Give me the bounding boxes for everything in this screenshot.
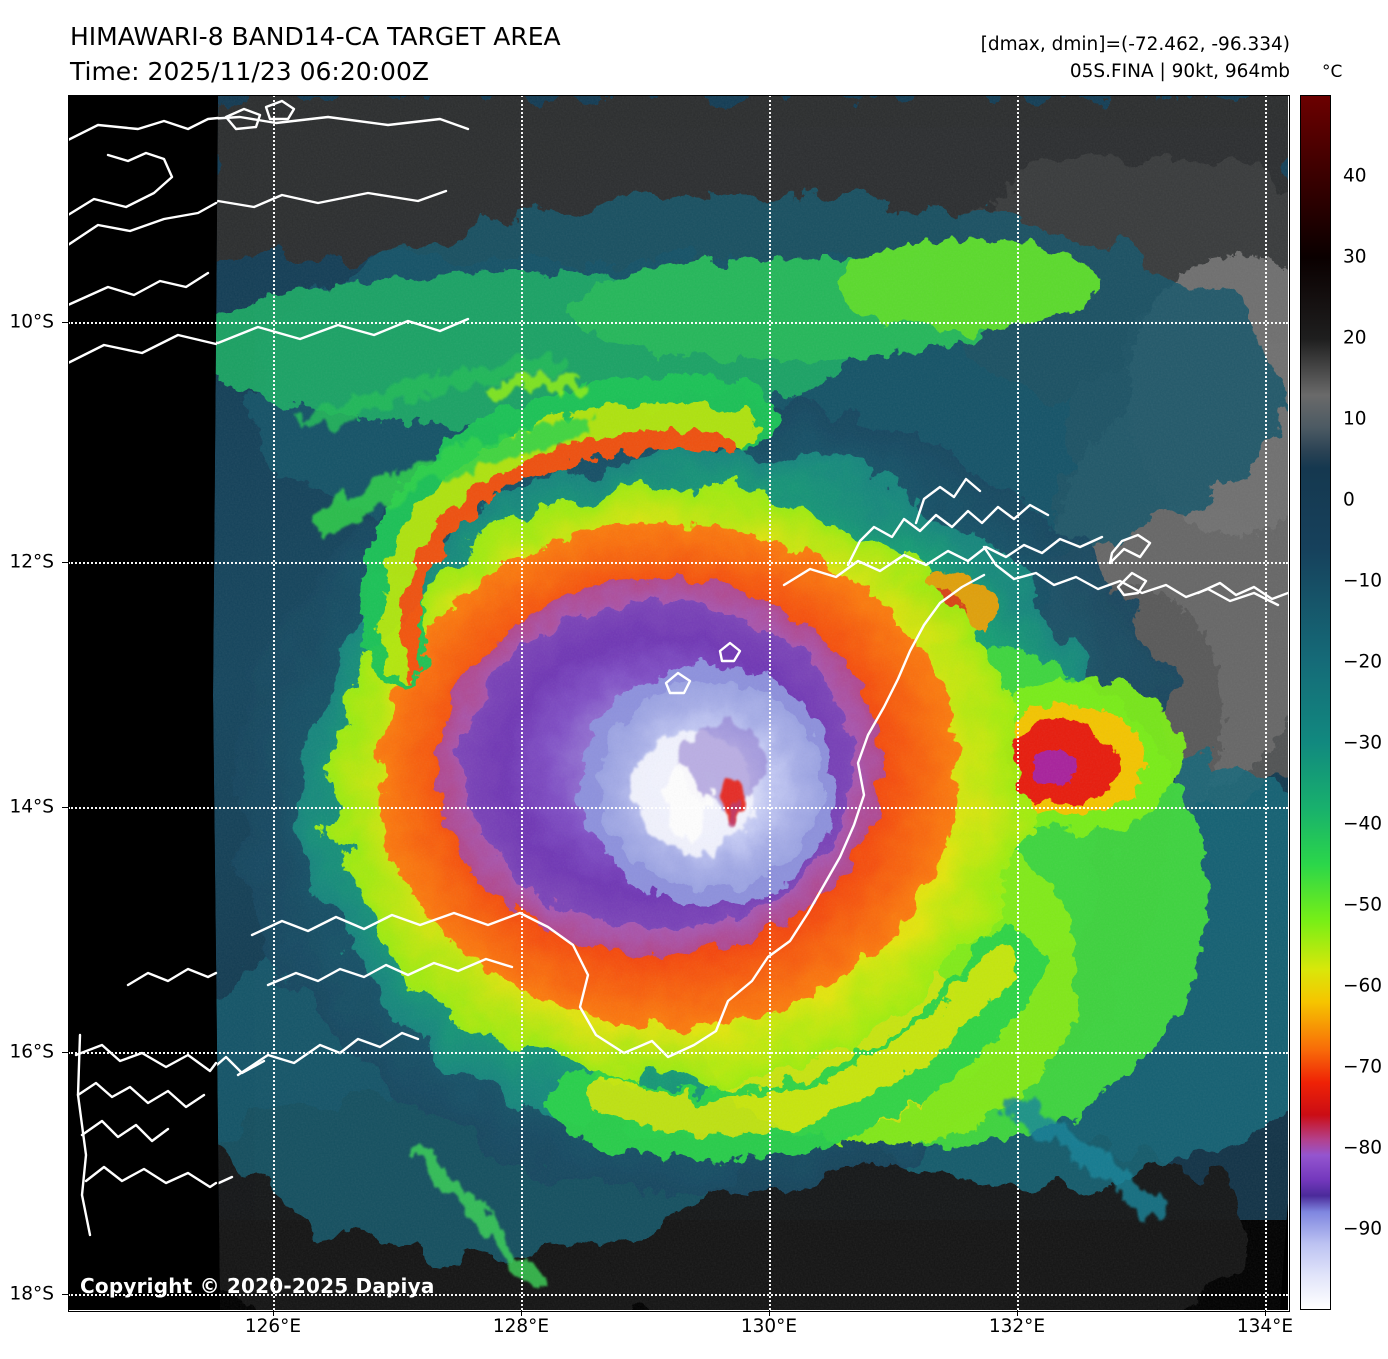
colorbar-tick-30: 30 [1343,246,1367,268]
ytick-label-12S: 12°S [9,551,54,573]
gridline-lat-12S [68,562,1288,564]
colorbar-tick-0: 0 [1343,489,1355,511]
xtick-mark-134E [1265,1310,1266,1316]
xtick-label-126E: 126°E [244,1316,302,1337]
gridline-lat-14S [68,807,1288,809]
ytick-mark-10S [62,322,68,323]
ytick-mark-14S [62,807,68,808]
gridline-lat-16S [68,1052,1288,1054]
colorbar-gradient [1301,96,1330,1309]
ytick-label-18S: 18°S [9,1283,54,1305]
colorbar-tick-20: 20 [1343,327,1367,349]
gridline-lat-18S [68,1294,1288,1296]
satellite-image-plot[interactable]: Copyright © 2020-2025 Dapiya [68,95,1288,1310]
colorbar-tick-m40: −40 [1343,813,1383,835]
page-title: HIMAWARI-8 BAND14-CA TARGET AREA [70,22,561,51]
colorbar-tick-m10: −10 [1343,570,1383,592]
xtick-mark-132E [1017,1310,1018,1316]
xtick-mark-126E [273,1310,274,1316]
gridline-lon-126 [273,95,275,1310]
colorbar-tick-m30: −30 [1343,732,1383,754]
colorbar-tick-m70: −70 [1343,1056,1383,1078]
gridline-lon-130 [769,95,771,1310]
xtick-label-130E: 130°E [740,1316,798,1337]
colorbar-tick-10: 10 [1343,408,1367,430]
gridline-lon-134 [1265,95,1267,1310]
colorbar-unit-label: °C [1322,62,1343,82]
ytick-mark-18S [62,1294,68,1295]
colorbar-tick-m50: −50 [1343,894,1383,916]
dmax-dmin-label: [dmax, dmin]=(-72.462, -96.334) [980,34,1290,55]
xtick-label-128E: 128°E [492,1316,550,1337]
gridline-lat-10S [68,322,1288,324]
ytick-label-16S: 16°S [9,1041,54,1063]
colorbar-tick-m20: −20 [1343,651,1383,673]
colorbar-tick-m60: −60 [1343,975,1383,997]
ytick-label-10S: 10°S [9,311,54,333]
infrared-satellite-raster [68,95,1288,1310]
ytick-mark-12S [62,562,68,563]
xtick-label-132E: 132°E [988,1316,1046,1337]
colorbar-tick-m80: −80 [1343,1137,1383,1159]
gridline-lon-132 [1017,95,1019,1310]
xtick-mark-128E [521,1310,522,1316]
title-block: HIMAWARI-8 BAND14-CA TARGET AREA Time: 2… [70,20,561,89]
coastline-overlay-nodata [68,116,220,1237]
colorbar-tick-40: 40 [1343,165,1367,187]
metadata-block: [dmax, dmin]=(-72.462, -96.334) 05S.FINA… [981,32,1290,86]
timestamp-label: Time: 2025/11/23 06:20:00Z [70,56,429,86]
ytick-label-14S: 14°S [9,796,54,818]
copyright-label: Copyright © 2020-2025 Dapiya [80,1274,435,1298]
ytick-mark-16S [62,1052,68,1053]
storm-info-label: 05S.FINA | 90kt, 964mb [1069,60,1290,82]
xtick-label-134E: 134°E [1236,1316,1294,1337]
colorbar-tick-m90: −90 [1343,1218,1383,1240]
colorbar[interactable] [1300,95,1331,1310]
gridline-lon-128 [521,95,523,1310]
xtick-mark-130E [769,1310,770,1316]
